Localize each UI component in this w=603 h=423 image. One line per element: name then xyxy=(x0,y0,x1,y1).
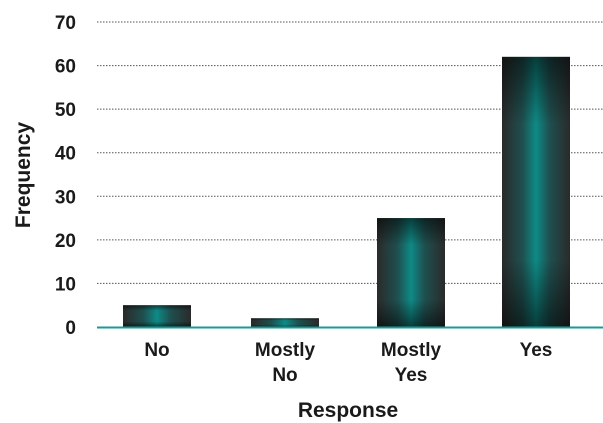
y-tick-label: 50 xyxy=(55,100,76,121)
x-tick-label: No xyxy=(144,340,169,361)
y-tick-label: 10 xyxy=(55,274,76,295)
gridlines xyxy=(97,21,603,284)
x-tick-label: Yes xyxy=(520,340,553,361)
bar-shade xyxy=(377,218,445,327)
x-tick-label: Mostly Yes xyxy=(381,340,442,386)
bar-mostly-yes xyxy=(377,218,445,327)
y-axis-title: Frequency xyxy=(12,122,35,229)
y-tick-label: 30 xyxy=(55,187,76,208)
y-tick-label: 40 xyxy=(55,144,76,165)
y-tick-labels: 0 10 20 30 40 50 60 70 xyxy=(55,13,76,339)
bar-shade xyxy=(502,56,570,327)
x-tick-labels: No Mostly No Mostly Yes Yes xyxy=(144,340,552,386)
y-tick-label: 70 xyxy=(55,13,76,34)
y-tick-label: 60 xyxy=(55,57,76,78)
bar-mostly-no xyxy=(251,318,319,327)
bars xyxy=(123,56,570,327)
bar-no xyxy=(123,305,191,327)
bar-yes xyxy=(502,56,570,327)
bar-shade xyxy=(123,305,191,327)
x-axis-title: Response xyxy=(298,399,398,422)
y-tick-label: 20 xyxy=(55,231,76,252)
bar-shade xyxy=(251,318,319,327)
x-tick-label: Mostly No xyxy=(255,340,316,386)
y-tick-label: 0 xyxy=(65,318,76,339)
